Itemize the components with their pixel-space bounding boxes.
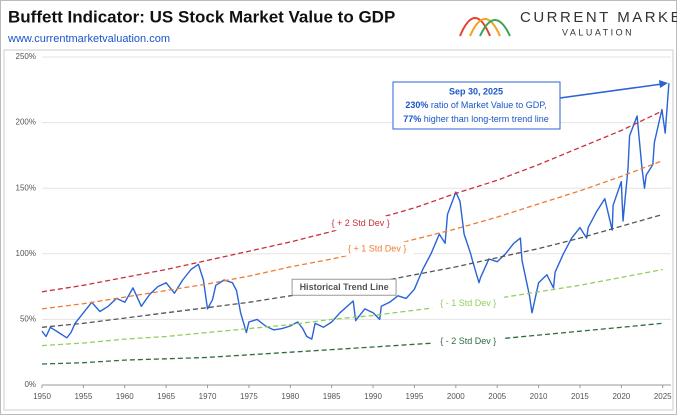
trend-line [41,110,663,293]
logo-mark [459,17,511,37]
x-tick-label: 2025 [654,392,672,401]
annotation-text: 77% higher than long-term trend line [403,114,549,124]
series-label: Historical Trend Line [300,282,389,292]
source-url: www.currentmarketvaluation.com [7,33,170,45]
annotation-bold: 77% [403,114,421,124]
series-label: { + 2 Std Dev } [331,218,389,228]
x-tick-label: 1965 [157,392,175,401]
x-tick-label: 2005 [488,392,506,401]
x-tick-label: 2015 [571,392,589,401]
x-tick-label: 1970 [199,392,217,401]
plot-frame [3,49,674,411]
y-tick-label: 250% [16,52,36,61]
logo-subtext: VALUATION [562,27,634,37]
series-label: { - 1 Std Dev } [440,298,496,308]
x-tick-label: 1950 [33,392,51,401]
y-tick-label: 100% [16,249,36,258]
annotation-date: Sep 30, 2025 [449,86,503,96]
y-tick-label: 0% [24,380,36,389]
logo-text: CURRENT MARKET [520,9,677,26]
data-line [41,83,670,340]
x-tick-label: 2020 [612,392,630,401]
x-tick-label: 1985 [323,392,341,401]
annotation-rest: ratio of Market Value to GDP, [431,100,547,110]
x-tick-label: 1995 [406,392,424,401]
chart-title: Buffett Indicator: US Stock Market Value… [8,7,395,26]
label-bg [291,278,397,296]
x-tick-label: 1955 [74,392,92,401]
annotation-rest: higher than long-term trend line [424,114,549,124]
x-tick-label: 2010 [530,392,548,401]
series-label: { + 1 Std Dev } [348,244,406,254]
annotation-box [392,81,561,130]
series-label: { - 2 Std Dev } [440,336,496,346]
annotation-arrow [559,83,663,99]
x-tick-label: 1990 [364,392,382,401]
label-bg [432,333,505,348]
label-bg [341,241,414,256]
annotation-bold: 230% [405,100,428,110]
y-tick-label: 50% [20,315,36,324]
annotation-arrowhead [659,80,668,88]
annotation-text: 230% ratio of Market Value to GDP, [405,100,546,110]
trend-label-box [291,278,397,296]
x-tick-label: 1980 [281,392,299,401]
y-tick-label: 200% [16,118,36,127]
y-tick-label: 150% [16,183,36,192]
x-tick-label: 2000 [447,392,465,401]
x-tick-label: 1975 [240,392,258,401]
label-bg [324,216,397,231]
trend-line [41,268,663,347]
label-bg [432,296,505,310]
x-tick-label: 1960 [116,392,134,401]
